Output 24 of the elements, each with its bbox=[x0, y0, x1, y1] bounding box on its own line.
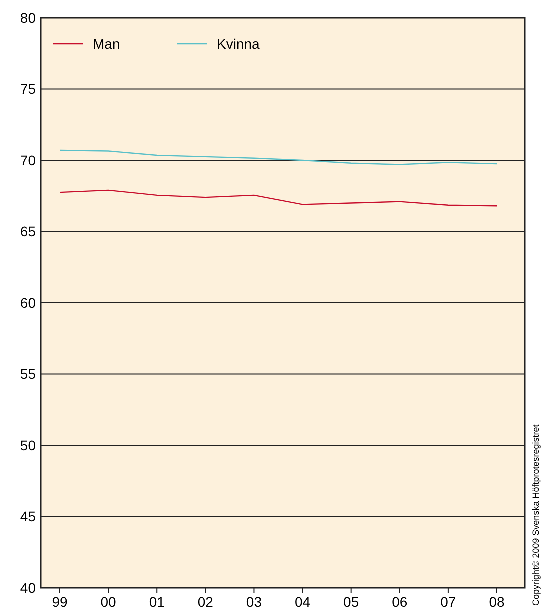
x-tick-label: 00 bbox=[100, 594, 117, 610]
y-tick-label: 75 bbox=[20, 81, 36, 98]
x-tick-label: 02 bbox=[198, 594, 214, 610]
x-tick-label: 99 bbox=[52, 594, 68, 610]
x-tick-label: 06 bbox=[392, 594, 408, 610]
y-tick-label: 80 bbox=[20, 10, 36, 26]
x-tick-label: 04 bbox=[294, 594, 311, 610]
y-tick-label: 45 bbox=[20, 508, 36, 525]
x-tick-label: 01 bbox=[149, 594, 166, 610]
legend-label: Man bbox=[93, 36, 120, 52]
y-tick-label: 40 bbox=[20, 580, 36, 596]
y-tick-label: 60 bbox=[20, 294, 36, 311]
legend-label: Kvinna bbox=[217, 36, 260, 52]
line-series bbox=[59, 190, 498, 207]
x-tick-label: 03 bbox=[246, 594, 262, 610]
line-series bbox=[59, 150, 498, 166]
x-tick-label: 07 bbox=[440, 594, 456, 610]
x-tick-label: 05 bbox=[344, 594, 360, 610]
text: Copyright© 2009 Svenska Höftprotesregistret bbox=[531, 424, 541, 606]
y-tick-label: 50 bbox=[20, 437, 36, 454]
y-tick-label: 65 bbox=[20, 224, 36, 240]
x-tick-label: 08 bbox=[489, 594, 505, 610]
y-tick-label: 70 bbox=[20, 152, 36, 168]
y-tick-label: 55 bbox=[20, 366, 36, 382]
